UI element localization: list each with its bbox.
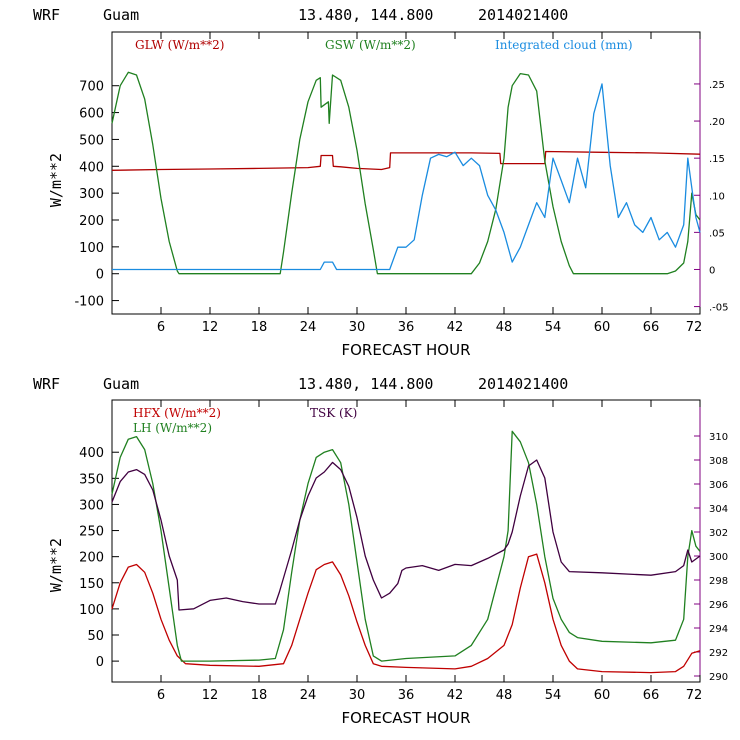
x-tick-label: 54 <box>545 320 562 335</box>
x-tick-label: 36 <box>398 320 415 335</box>
right-tick-label: 296 <box>709 600 728 611</box>
y-tick-label: 500 <box>79 133 104 148</box>
y-tick-label: -100 <box>74 295 104 310</box>
y-tick-label: 400 <box>79 446 104 461</box>
series-line-cloud <box>112 83 701 271</box>
y-tick-label: 0 <box>96 268 104 283</box>
y-tick-label: 600 <box>79 107 104 122</box>
panel2-series <box>111 430 701 674</box>
panel1-x-label: FORECAST HOUR <box>341 341 470 359</box>
panel2-header-location: Guam <box>103 375 139 393</box>
right-tick-label: 308 <box>709 456 728 467</box>
panel-radiation: WRF Guam 13.480, 144.800 2014021400 -100… <box>33 6 729 359</box>
x-tick-label: 36 <box>398 688 415 703</box>
y-tick-label: 200 <box>79 214 104 229</box>
y-tick-label: 300 <box>79 498 104 513</box>
panel2-x-label: FORECAST HOUR <box>341 709 470 727</box>
series-line-lh <box>111 430 701 662</box>
right-tick-label: 298 <box>709 576 728 587</box>
y-tick-label: 300 <box>79 187 104 202</box>
y-tick-label: 50 <box>87 629 104 644</box>
right-tick-label: 304 <box>709 504 728 515</box>
legend-gsw: GSW (W/m**2) <box>325 38 416 52</box>
panel2-right-axis: 290 292 294 296 298 300 302 304 306 308 310 <box>694 432 728 683</box>
panel2-left-axis: 0 50 100 150 200 250 300 350 400 <box>79 446 119 670</box>
legend-hfx: HFX (W/m**2) <box>133 406 221 420</box>
x-tick-label: 42 <box>447 320 464 335</box>
panel1-left-axis: -100 0 100 200 300 400 500 600 700 <box>74 80 119 310</box>
x-tick-label: 12 <box>202 688 219 703</box>
panel2-y-label: W/m**2 <box>47 538 65 592</box>
panel2-header-model: WRF <box>33 375 60 393</box>
legend-glw: GLW (W/m**2) <box>135 38 224 52</box>
right-tick-label: .-05 <box>709 303 729 314</box>
x-tick-label: 42 <box>447 688 464 703</box>
right-tick-label: 300 <box>709 552 728 563</box>
y-tick-label: 400 <box>79 160 104 175</box>
x-tick-label: 30 <box>349 320 366 335</box>
panel1-right-axis: .-05 0 .05 .10 .15 .20 .25 <box>694 80 729 314</box>
x-tick-label: 48 <box>496 688 513 703</box>
panel1-header-init: 2014021400 <box>478 6 568 24</box>
x-tick-label: 48 <box>496 320 513 335</box>
y-tick-label: 700 <box>79 80 104 95</box>
series-line-hfx <box>111 553 701 674</box>
right-tick-label: .20 <box>709 117 725 128</box>
right-tick-label: .05 <box>709 228 725 239</box>
x-tick-label: 60 <box>594 320 611 335</box>
panel2-plot-frame <box>111 399 701 683</box>
panel1-header-model: WRF <box>33 6 60 24</box>
right-tick-label: .10 <box>709 191 725 202</box>
right-tick-label: 306 <box>709 480 728 491</box>
legend-cloud: Integrated cloud (mm) <box>495 38 633 52</box>
right-tick-label: .25 <box>709 80 725 91</box>
right-tick-label: 0 <box>709 265 715 276</box>
x-tick-label: 66 <box>643 320 660 335</box>
series-line-gsw <box>111 71 701 275</box>
x-tick-label: 24 <box>300 688 317 703</box>
x-tick-label: 18 <box>251 688 268 703</box>
x-tick-label: 6 <box>157 688 165 703</box>
panel2-header-coords: 13.480, 144.800 <box>298 375 433 393</box>
x-tick-label: 72 <box>686 320 703 335</box>
y-tick-label: 100 <box>79 241 104 256</box>
x-tick-label: 18 <box>251 320 268 335</box>
y-tick-label: 200 <box>79 551 104 566</box>
right-tick-label: .15 <box>709 154 725 165</box>
x-tick-label: 12 <box>202 320 219 335</box>
legend-tsk: TSK (K) <box>310 406 357 420</box>
legend-lh: LH (W/m**2) <box>133 421 212 435</box>
x-tick-label: 66 <box>643 688 660 703</box>
series-line-glw <box>111 150 701 171</box>
y-tick-label: 100 <box>79 603 104 618</box>
x-tick-label: 30 <box>349 688 366 703</box>
y-tick-label: 0 <box>96 655 104 670</box>
x-tick-label: 72 <box>686 688 703 703</box>
x-tick-label: 60 <box>594 688 611 703</box>
y-tick-label: 350 <box>79 472 104 487</box>
panel1-header-location: Guam <box>103 6 139 24</box>
panel1-x-axis: 6 12 18 24 30 36 42 48 54 60 66 72 <box>157 32 702 335</box>
panel2-x-axis: 6 12 18 24 30 36 42 48 54 60 66 72 <box>157 400 702 703</box>
right-tick-label: 294 <box>709 624 728 635</box>
panel2-header-init: 2014021400 <box>478 375 568 393</box>
right-tick-label: 290 <box>709 672 728 683</box>
x-tick-label: 54 <box>545 688 562 703</box>
right-tick-label: 302 <box>709 528 728 539</box>
series-line-tsk <box>111 459 701 611</box>
x-tick-label: 24 <box>300 320 317 335</box>
x-tick-label: 6 <box>157 320 165 335</box>
right-tick-label: 310 <box>709 432 728 443</box>
y-tick-label: 150 <box>79 577 104 592</box>
panel1-header-coords: 13.480, 144.800 <box>298 6 433 24</box>
right-tick-label: 292 <box>709 648 728 659</box>
panel-surface-fluxes: WRF Guam 13.480, 144.800 2014021400 0 50 1… <box>33 375 728 727</box>
y-tick-label: 250 <box>79 525 104 540</box>
panel1-series <box>111 71 701 275</box>
panel1-y-label: W/m**2 <box>47 153 65 207</box>
